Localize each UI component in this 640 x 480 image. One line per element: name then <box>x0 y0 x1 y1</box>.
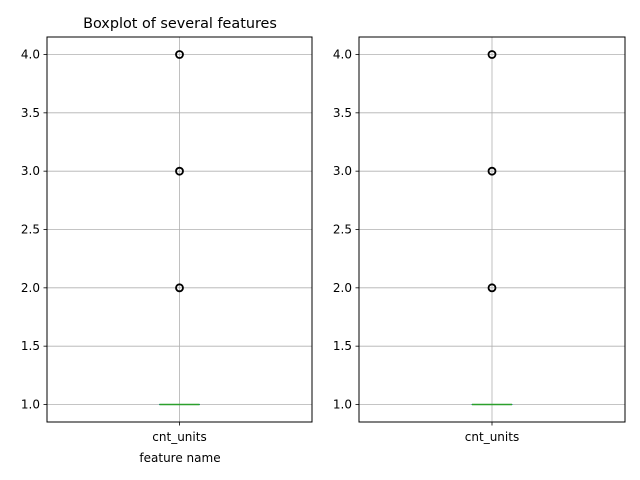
ytick-label: 3.0 <box>21 164 40 178</box>
xtick-label: cnt_units <box>465 430 519 444</box>
xticks-left: cnt_units <box>152 422 207 444</box>
yticks-right: 1.0 1.5 2.0 2.5 3.0 3.5 4.0 <box>333 48 359 412</box>
ytick-label: 1.5 <box>333 339 352 353</box>
subplot-right: 1.0 1.5 2.0 2.5 3.0 3.5 4.0 cnt_units <box>333 36 626 444</box>
chart-title: Boxplot of several features <box>83 16 277 32</box>
ytick-label: 3.5 <box>21 106 40 120</box>
ytick-label: 3.5 <box>333 106 352 120</box>
ytick-label: 1.5 <box>21 339 40 353</box>
ytick-label: 1.0 <box>333 398 352 412</box>
outlier-point <box>175 166 184 176</box>
ytick-label: 1.0 <box>21 398 40 412</box>
marks-left <box>159 50 200 406</box>
x-axis-label: feature name <box>139 451 220 465</box>
outlier-point <box>487 166 497 176</box>
ytick-label: 4.0 <box>21 48 40 62</box>
subplot-left: 1.0 1.5 2.0 2.5 3.0 3.5 4.0 cnt_units Boxplot … <box>21 16 313 465</box>
outlier-point <box>175 283 184 293</box>
ytick-label: 4.0 <box>333 48 352 62</box>
yticks-left: 1.0 1.5 2.0 2.5 3.0 3.5 4.0 <box>21 48 47 412</box>
outlier-point <box>175 50 184 59</box>
ytick-label: 2.0 <box>333 281 352 295</box>
grid-right <box>359 37 625 422</box>
ytick-label: 2.5 <box>21 223 40 237</box>
marks-right <box>471 50 513 406</box>
outlier-point <box>487 50 497 59</box>
xticks-right: cnt_units <box>465 422 519 444</box>
xtick-label: cnt_units <box>152 430 206 444</box>
grid-left <box>47 37 312 422</box>
outlier-point <box>487 283 497 293</box>
ytick-label: 3.0 <box>333 164 352 178</box>
ytick-label: 2.5 <box>333 223 352 237</box>
ytick-label: 2.0 <box>21 281 40 295</box>
